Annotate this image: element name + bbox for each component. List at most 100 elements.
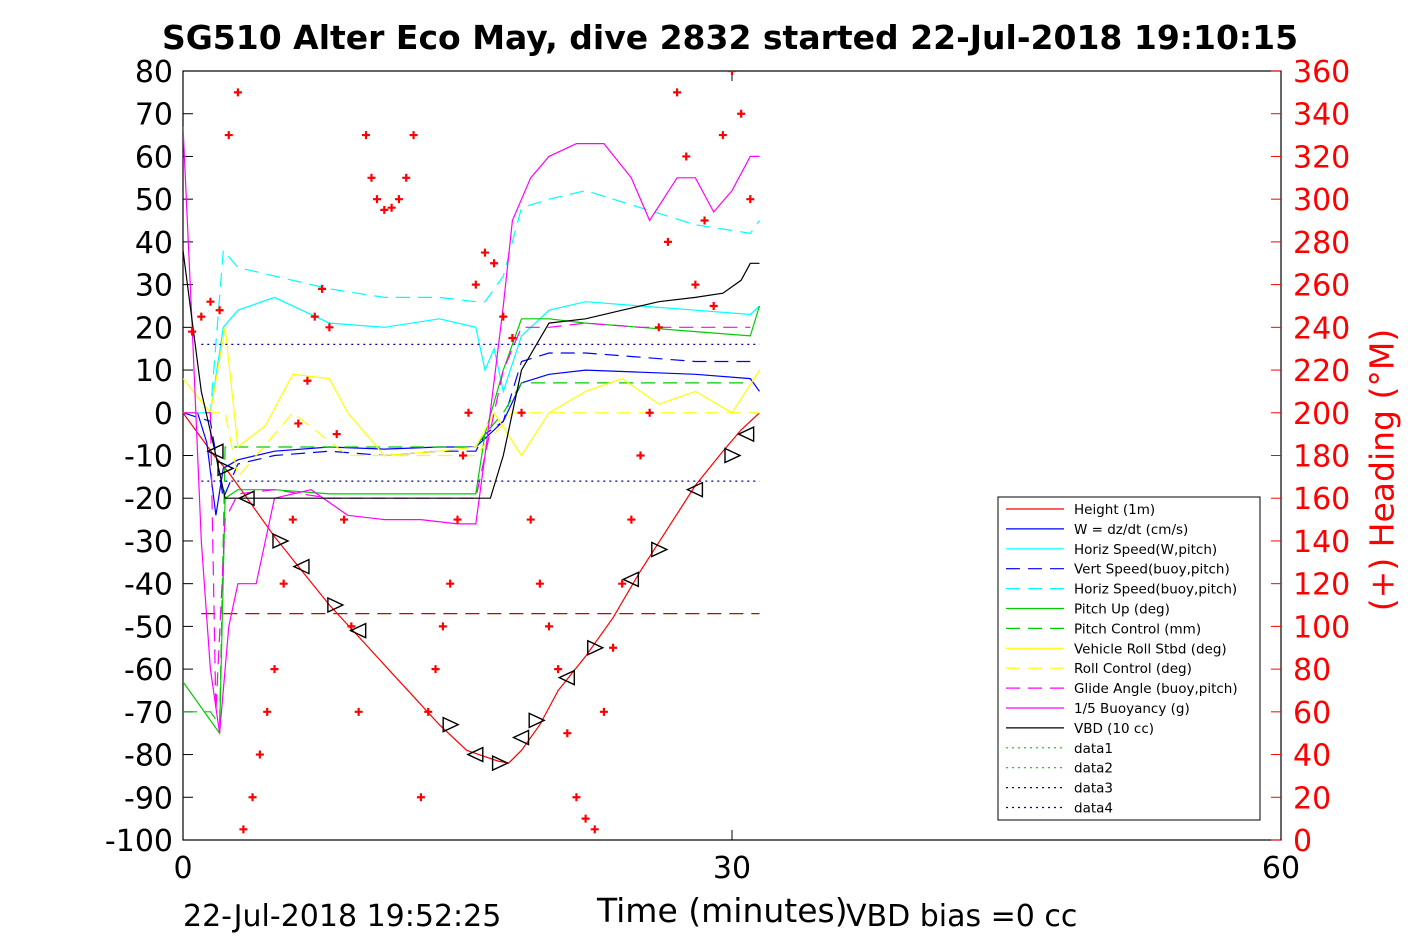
- legend-label: Pitch Up (deg): [1074, 602, 1170, 618]
- heading-point: [325, 323, 334, 332]
- y-right-tick-label: 300: [1293, 183, 1350, 218]
- heading-point: [224, 131, 233, 140]
- y-tick-label: -30: [124, 525, 173, 560]
- heading-point: [618, 579, 627, 588]
- heading-point: [239, 825, 248, 834]
- legend-label: Pitch Control (mm): [1074, 621, 1201, 637]
- heading-point: [737, 109, 746, 118]
- heading-point: [499, 312, 508, 321]
- y-tick-label: 10: [135, 354, 173, 389]
- y-right-tick-label: 80: [1293, 653, 1331, 688]
- legend-label: VBD (10 cc): [1074, 721, 1154, 737]
- heading-point: [554, 665, 563, 674]
- heading-point: [340, 515, 349, 524]
- heading-point: [728, 71, 736, 75]
- y-right-tick-label: 240: [1293, 311, 1350, 346]
- legend-label: data3: [1074, 781, 1113, 797]
- heading-point: [279, 579, 288, 588]
- heading-point: [372, 195, 381, 204]
- y-right-tick-label: 360: [1293, 55, 1350, 90]
- heading-point: [446, 579, 455, 588]
- series-line-vert-speed-buoy-pitch: [183, 352, 751, 501]
- heading-point: [270, 665, 279, 674]
- y-tick-label: 0: [154, 397, 173, 432]
- heading-point: [746, 195, 755, 204]
- heading-point: [255, 750, 264, 759]
- heading-point: [609, 643, 618, 652]
- heading-point: [402, 173, 411, 182]
- heading-point: [387, 203, 396, 212]
- heading-point: [490, 259, 499, 268]
- y-right-tick-label: 60: [1293, 696, 1331, 731]
- legend-label: Roll Control (deg): [1074, 661, 1192, 677]
- y-right-tick-label: 100: [1293, 610, 1350, 645]
- heading-point: [654, 323, 663, 332]
- heading-point: [424, 707, 433, 716]
- triangle-marker: [349, 622, 367, 639]
- x-tick-label: 0: [173, 851, 192, 886]
- heading-point: [581, 814, 590, 823]
- triangle-marker: [587, 639, 605, 656]
- triangle-marker: [206, 443, 224, 460]
- legend-label: Vert Speed(buoy,pitch): [1074, 562, 1230, 578]
- y-tick-label: 20: [135, 311, 173, 346]
- heading-point: [362, 131, 370, 140]
- series-line-roll-control-deg: [183, 411, 760, 479]
- y-right-tick-label: 140: [1293, 525, 1350, 560]
- heading-point: [354, 707, 363, 716]
- y-tick-label: -50: [124, 610, 173, 645]
- triangle-marker: [724, 447, 742, 464]
- legend-label: W = dz/dt (cm/s): [1074, 522, 1188, 538]
- heading-point: [572, 793, 581, 802]
- heading-point: [663, 237, 672, 246]
- triangle-marker: [272, 532, 290, 550]
- triangle-marker: [217, 460, 235, 477]
- legend-box: [997, 496, 1261, 821]
- legend-label: Horiz Speed(buoy,pitch): [1074, 582, 1237, 598]
- y-right-tick-label: 200: [1293, 397, 1350, 432]
- heading-point: [458, 451, 467, 460]
- heading-point: [294, 419, 303, 428]
- y-right-tick-label: 260: [1293, 269, 1350, 304]
- heading-point: [718, 131, 727, 140]
- series-line-glide-angle-buoy-pitch: [183, 322, 751, 712]
- footer-date: 22-Jul-2018 19:52:25: [183, 899, 502, 934]
- heading-point: [394, 195, 403, 204]
- x-tick-label: 60: [1262, 851, 1300, 886]
- legend: Height (1m) W = dz/dt (cm/s) Horiz Speed(W…: [997, 496, 1261, 821]
- heading-point: [691, 280, 700, 289]
- heading-point: [508, 334, 517, 343]
- series-line-1-5-buoyancy-g: [183, 126, 760, 734]
- heading-point: [545, 622, 553, 631]
- heading-point: [197, 312, 206, 321]
- heading-point: [709, 301, 718, 310]
- y-tick-label: 40: [135, 226, 173, 261]
- footer-vbd-bias: VBD bias =0 cc: [846, 899, 1078, 934]
- heading-point: [526, 515, 535, 524]
- triangle-marker: [237, 490, 255, 507]
- heading-point: [673, 88, 682, 97]
- heading-point: [188, 327, 197, 336]
- heading-point: [535, 579, 544, 588]
- heading-point: [636, 451, 645, 460]
- heading-point: [416, 793, 425, 802]
- heading-point: [464, 408, 473, 417]
- chart-title: SG510 Alter Eco May, dive 2832 started 2…: [161, 18, 1299, 57]
- y-tick-label: -90: [124, 781, 173, 816]
- series-line-vbd-10-cc: [183, 250, 760, 499]
- y-tick-label: -100: [105, 824, 173, 859]
- y-right-tick-label: 280: [1293, 226, 1350, 261]
- y-right-tick-label: 340: [1293, 98, 1350, 133]
- plot-area: [183, 71, 761, 834]
- heading-point: [471, 280, 480, 289]
- heading-point: [215, 306, 224, 315]
- heading-point: [318, 284, 327, 293]
- heading-point: [332, 430, 341, 439]
- y-tick-label: -10: [124, 440, 173, 475]
- y-right-tick-label: 40: [1293, 739, 1331, 774]
- legend-label: Vehicle Roll Stbd (deg): [1074, 641, 1227, 657]
- heading-point: [563, 729, 572, 738]
- y-tick-label: 50: [135, 183, 173, 218]
- series-line-horiz-speed-buoy-pitch: [183, 189, 760, 414]
